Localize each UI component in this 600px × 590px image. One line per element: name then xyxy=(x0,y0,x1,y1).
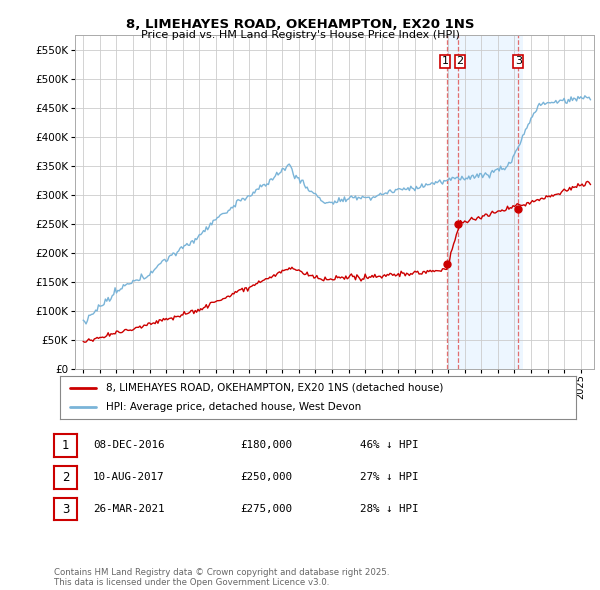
Text: 3: 3 xyxy=(62,503,69,516)
Text: 8, LIMEHAYES ROAD, OKEHAMPTON, EX20 1NS: 8, LIMEHAYES ROAD, OKEHAMPTON, EX20 1NS xyxy=(126,18,474,31)
Text: 1: 1 xyxy=(442,57,449,67)
Bar xyxy=(447,35,523,369)
Text: Contains HM Land Registry data © Crown copyright and database right 2025.
This d: Contains HM Land Registry data © Crown c… xyxy=(54,568,389,587)
Text: 26-MAR-2021: 26-MAR-2021 xyxy=(93,504,164,514)
Text: £275,000: £275,000 xyxy=(240,504,292,514)
Text: 08-DEC-2016: 08-DEC-2016 xyxy=(93,441,164,450)
Text: 10-AUG-2017: 10-AUG-2017 xyxy=(93,473,164,482)
Text: £250,000: £250,000 xyxy=(240,473,292,482)
Text: 27% ↓ HPI: 27% ↓ HPI xyxy=(360,473,419,482)
Text: 2: 2 xyxy=(456,57,463,67)
Text: Price paid vs. HM Land Registry's House Price Index (HPI): Price paid vs. HM Land Registry's House … xyxy=(140,30,460,40)
Text: HPI: Average price, detached house, West Devon: HPI: Average price, detached house, West… xyxy=(106,402,362,412)
Text: 1: 1 xyxy=(62,439,69,452)
Text: £180,000: £180,000 xyxy=(240,441,292,450)
Text: 2: 2 xyxy=(62,471,69,484)
Text: 3: 3 xyxy=(515,57,522,67)
Text: 28% ↓ HPI: 28% ↓ HPI xyxy=(360,504,419,514)
Text: 8, LIMEHAYES ROAD, OKEHAMPTON, EX20 1NS (detached house): 8, LIMEHAYES ROAD, OKEHAMPTON, EX20 1NS … xyxy=(106,383,444,393)
Text: 46% ↓ HPI: 46% ↓ HPI xyxy=(360,441,419,450)
